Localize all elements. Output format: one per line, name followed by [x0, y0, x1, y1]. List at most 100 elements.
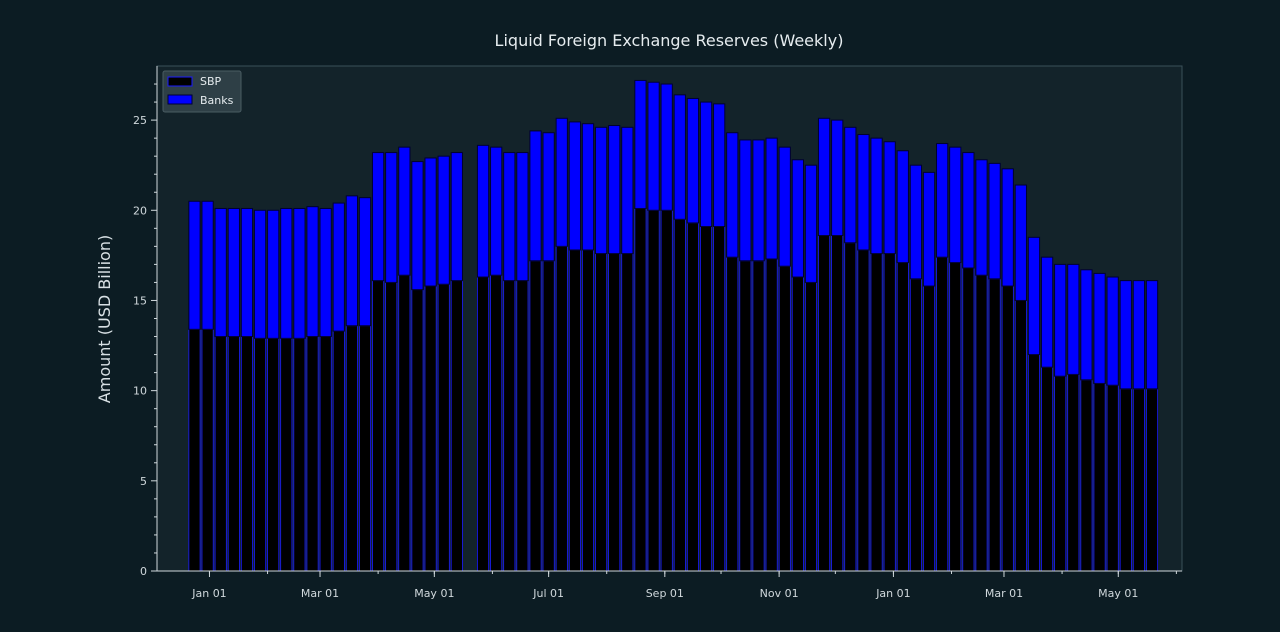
bar-sbp — [372, 280, 385, 572]
bar-sbp — [1041, 366, 1054, 572]
x-tick-label: Jan 01 — [191, 587, 226, 600]
bar-banks — [936, 143, 949, 258]
bar-banks — [358, 197, 372, 327]
bar-banks — [1119, 280, 1132, 390]
y-axis: 0 5 10 15 20 25 — [133, 66, 158, 578]
legend: SBP Banks — [162, 70, 242, 113]
bar-sbp — [1027, 354, 1040, 572]
bar-sbp — [490, 274, 503, 572]
bar-banks — [568, 121, 581, 251]
bar-sbp — [896, 262, 909, 572]
bar-banks — [1014, 184, 1027, 301]
bar-sbp — [1132, 388, 1145, 572]
bar-sbp — [1145, 388, 1159, 572]
bar-banks — [870, 137, 883, 255]
bar-banks — [686, 97, 700, 224]
bar-sbp — [686, 222, 699, 572]
bar-banks — [411, 161, 424, 291]
bar-banks — [699, 101, 713, 228]
bar-sbp — [857, 249, 870, 572]
bar-banks — [1001, 168, 1014, 287]
bar-banks — [988, 162, 1001, 280]
x-tick-label: Nov 01 — [760, 587, 799, 600]
bar-banks — [909, 164, 923, 280]
bar-sbp — [975, 274, 988, 572]
bar-banks — [857, 134, 870, 251]
bar-banks — [752, 139, 765, 262]
bar-banks — [634, 79, 647, 209]
bar-sbp — [673, 218, 686, 572]
bar-banks — [791, 159, 804, 278]
bar-sbp — [739, 260, 752, 572]
x-tick-label: Jan 01 — [875, 587, 910, 600]
bar-sbp — [293, 337, 306, 572]
y-tick-label: 5 — [140, 475, 147, 488]
bar-banks — [804, 164, 818, 283]
bar-banks — [1106, 276, 1119, 386]
bar-sbp — [713, 226, 726, 572]
bar-sbp — [778, 265, 791, 572]
y-tick-label: 25 — [133, 114, 147, 127]
bar-banks — [345, 195, 359, 327]
bar-banks — [1027, 236, 1041, 356]
bar-banks — [267, 209, 280, 339]
bar-sbp — [621, 253, 634, 572]
bar-sbp — [477, 276, 490, 572]
bar-banks — [883, 141, 896, 255]
bar-sbp — [332, 330, 345, 572]
bar-banks — [581, 123, 595, 251]
bar-sbp — [437, 283, 450, 572]
bar-sbp — [529, 260, 542, 572]
bar-sbp — [791, 276, 804, 572]
bar-sbp — [752, 260, 765, 572]
bar-sbp — [424, 285, 437, 572]
bar-banks — [739, 139, 752, 262]
y-axis-label: Amount (USD Billion) — [95, 235, 114, 403]
x-tick-label: Sep 01 — [646, 587, 684, 600]
x-tick-label: May 01 — [414, 587, 454, 600]
bar-banks — [778, 146, 791, 267]
bar-banks — [437, 155, 450, 285]
bar-sbp — [227, 336, 240, 572]
bar-sbp — [595, 253, 608, 572]
bar-banks — [529, 130, 542, 262]
bar-banks — [922, 171, 936, 287]
bar-sbp — [254, 337, 267, 572]
legend-swatch-banks — [167, 94, 193, 105]
bar-banks — [555, 117, 568, 247]
bar-sbp — [188, 328, 201, 572]
legend-label-banks: Banks — [200, 94, 234, 107]
bar-sbp — [240, 336, 253, 572]
bar-sbp — [306, 336, 319, 572]
bar-banks — [332, 202, 345, 332]
bar-sbp — [319, 336, 332, 572]
bar-sbp — [949, 262, 962, 572]
bar-banks — [1040, 256, 1054, 368]
bar-sbp — [818, 235, 831, 572]
bar-banks — [253, 209, 267, 339]
bar-sbp — [1054, 375, 1067, 572]
bar-banks — [713, 103, 726, 228]
bar-banks — [817, 117, 831, 237]
bar-banks — [516, 152, 529, 282]
bar-banks — [476, 144, 490, 278]
bar-banks — [227, 207, 240, 338]
bar-sbp — [1080, 379, 1093, 572]
bar-banks — [844, 126, 857, 244]
bar-banks — [450, 152, 463, 282]
bar-sbp — [267, 337, 280, 572]
bar-banks — [647, 81, 660, 211]
bar-banks — [201, 200, 214, 330]
bar-sbp — [345, 325, 358, 572]
bar-sbp — [516, 280, 529, 572]
bar-banks — [1145, 280, 1159, 390]
legend-label-sbp: SBP — [200, 75, 222, 88]
bar-banks — [896, 150, 909, 264]
bar-banks — [306, 206, 319, 338]
bar-sbp — [1106, 384, 1119, 572]
bar-sbp — [1119, 388, 1132, 572]
bar-banks — [726, 132, 739, 258]
bar-banks — [831, 119, 844, 237]
bar-sbp — [634, 208, 647, 572]
